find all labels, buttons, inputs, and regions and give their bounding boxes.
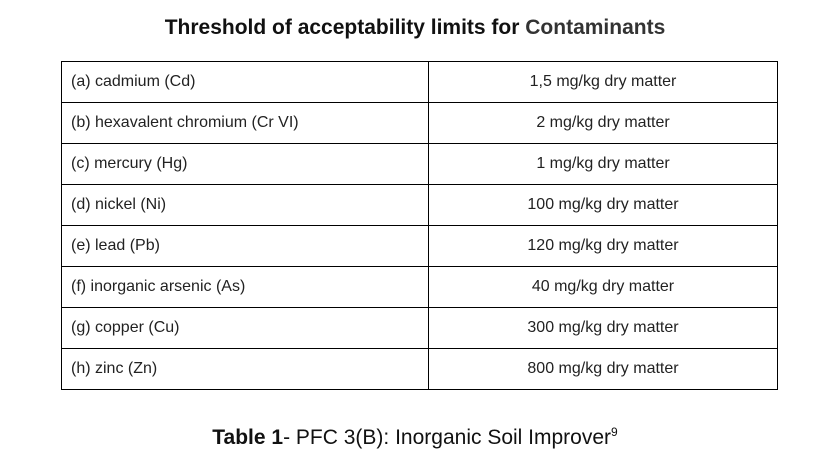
- table-caption: Table 1- PFC 3(B): Inorganic Soil Improv…: [0, 424, 830, 452]
- contaminant-cell: (h) zinc (Zn): [61, 348, 429, 390]
- table-row: (d) nickel (Ni) 100 mg/kg dry matter: [61, 184, 778, 226]
- limit-cell: 1 mg/kg dry matter: [428, 143, 778, 185]
- limit-cell: 40 mg/kg dry matter: [428, 266, 778, 308]
- limit-cell: 2 mg/kg dry matter: [428, 102, 778, 144]
- contaminant-cell: (f) inorganic arsenic (As): [61, 266, 429, 308]
- table-row: (a) cadmium (Cd) 1,5 mg/kg dry matter: [61, 61, 778, 103]
- page-title: Threshold of acceptability limits for Co…: [0, 14, 830, 42]
- table-row: (g) copper (Cu) 300 mg/kg dry matter: [61, 307, 778, 349]
- limit-cell: 120 mg/kg dry matter: [428, 225, 778, 267]
- title-prefix: Threshold of acceptability limits for: [164, 16, 526, 39]
- limit-cell: 300 mg/kg dry matter: [428, 307, 778, 349]
- table-row: (b) hexavalent chromium (Cr VI) 2 mg/kg …: [61, 102, 778, 144]
- caption-text: - PFC 3(B): Inorganic Soil Improver: [283, 426, 612, 449]
- contaminant-cell: (d) nickel (Ni): [61, 184, 429, 226]
- table-row: (c) mercury (Hg) 1 mg/kg dry matter: [61, 143, 778, 185]
- contaminant-cell: (c) mercury (Hg): [61, 143, 429, 185]
- contaminant-limits-table: (a) cadmium (Cd) 1,5 mg/kg dry matter (b…: [61, 61, 778, 390]
- limit-cell: 800 mg/kg dry matter: [428, 348, 778, 390]
- caption-label: Table 1: [212, 426, 284, 449]
- contaminant-cell: (g) copper (Cu): [61, 307, 429, 349]
- contaminant-cell: (a) cadmium (Cd): [61, 61, 429, 103]
- contaminant-cell: (e) lead (Pb): [61, 225, 429, 267]
- limit-cell: 100 mg/kg dry matter: [428, 184, 778, 226]
- footnote-marker: 9: [611, 425, 618, 439]
- table-row: (f) inorganic arsenic (As) 40 mg/kg dry …: [61, 266, 778, 308]
- table-row: (e) lead (Pb) 120 mg/kg dry matter: [61, 225, 778, 267]
- title-highlight: Contaminants: [525, 16, 666, 39]
- limit-cell: 1,5 mg/kg dry matter: [428, 61, 778, 103]
- table-row: (h) zinc (Zn) 800 mg/kg dry matter: [61, 348, 778, 390]
- contaminant-cell: (b) hexavalent chromium (Cr VI): [61, 102, 429, 144]
